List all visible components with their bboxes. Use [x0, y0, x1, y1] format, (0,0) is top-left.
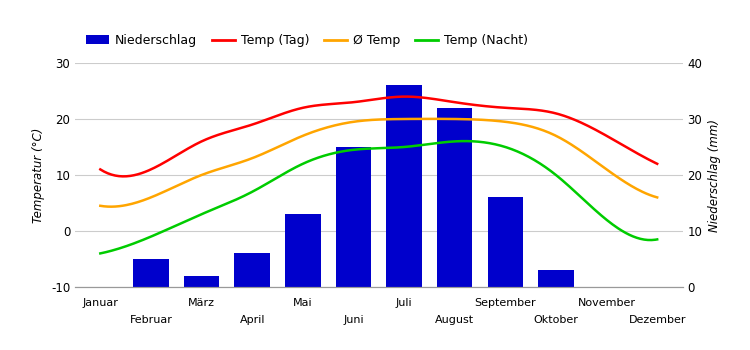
Text: Mai: Mai [293, 298, 313, 308]
Text: Januar: Januar [82, 298, 118, 308]
Bar [336, 147, 371, 287]
Bar [386, 85, 422, 287]
Text: Dezember: Dezember [628, 315, 686, 325]
Text: August: August [435, 315, 474, 325]
Bar [437, 108, 472, 287]
Bar [235, 253, 270, 287]
Bar [285, 214, 320, 287]
Text: Juni: Juni [343, 315, 364, 325]
Y-axis label: Niederschlag (mm): Niederschlag (mm) [708, 119, 721, 231]
Bar [538, 270, 574, 287]
Text: September: September [475, 298, 536, 308]
Bar [134, 259, 169, 287]
Y-axis label: Temperatur (°C): Temperatur (°C) [32, 127, 45, 223]
Text: April: April [239, 315, 265, 325]
Text: November: November [578, 298, 635, 308]
Text: Februar: Februar [130, 315, 172, 325]
Text: März: März [188, 298, 215, 308]
Text: Oktober: Oktober [533, 315, 578, 325]
Legend: Niederschlag, Temp (Tag), Ø Temp, Temp (Nacht): Niederschlag, Temp (Tag), Ø Temp, Temp (… [81, 29, 533, 52]
Bar [184, 276, 219, 287]
Bar [488, 197, 523, 287]
Text: Juli: Juli [396, 298, 412, 308]
